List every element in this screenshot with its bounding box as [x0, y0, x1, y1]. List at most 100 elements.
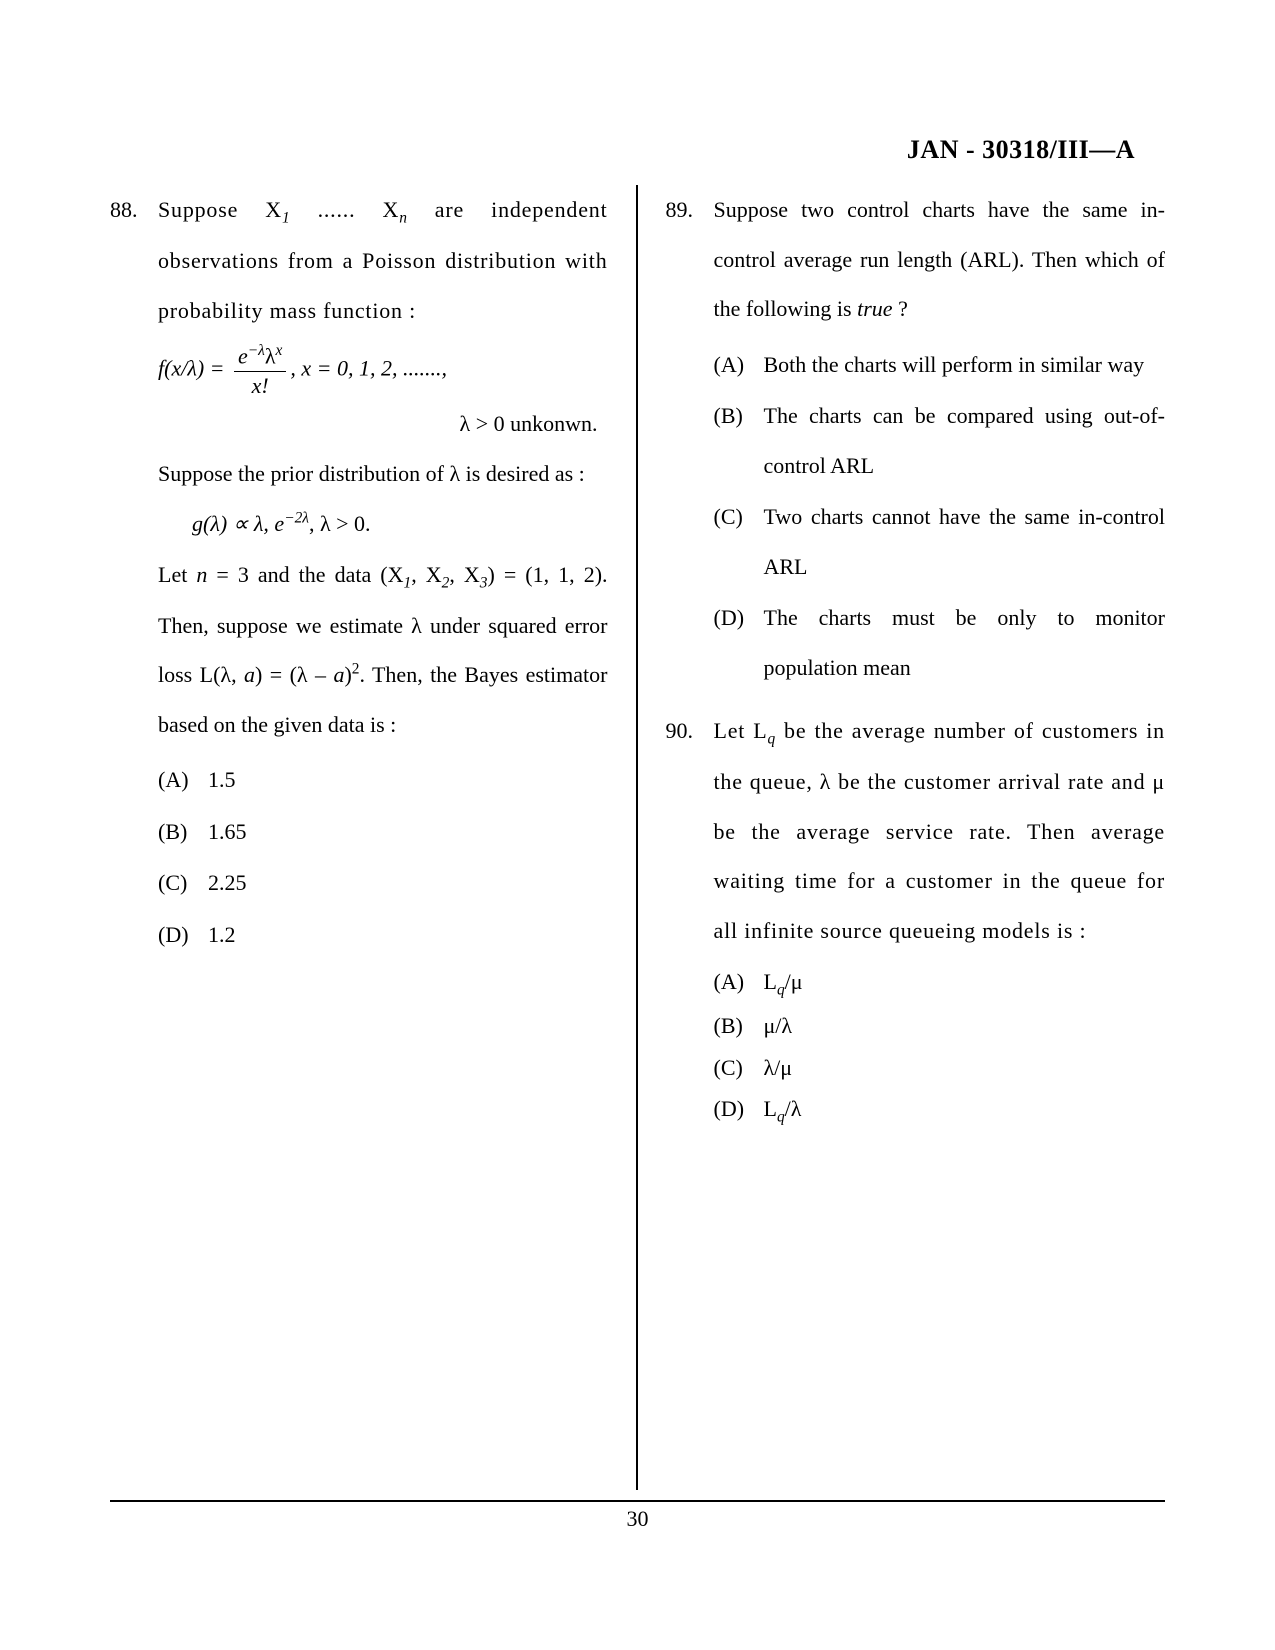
option-text: 2.25: [208, 858, 608, 908]
option-part: /λ: [785, 1096, 802, 1121]
option-part: /μ: [785, 969, 803, 994]
exam-header: JAN - 30318/III—A: [907, 135, 1135, 165]
option-text: λ/μ: [764, 1047, 1166, 1089]
formula-part: g(λ) ∝ λ, e: [192, 511, 284, 536]
question-number: 88.: [110, 185, 158, 961]
stem-italic: true: [857, 296, 892, 321]
option-a: (A) 1.5: [158, 755, 608, 805]
variable-n: n: [196, 562, 207, 587]
bottom-rule: [110, 1500, 1165, 1502]
option-text: μ/λ: [764, 1005, 1166, 1047]
option-part: L: [764, 969, 777, 994]
stem-text: Suppose the prior distribution of λ is d…: [158, 449, 608, 499]
right-column: 89. Suppose two control charts have the …: [638, 185, 1166, 1490]
option-text: Lq/μ: [764, 961, 1166, 1005]
option-text: Both the charts will perform in similar …: [764, 340, 1166, 390]
numerator: e−λλx: [234, 343, 286, 372]
option-label: (A): [158, 755, 208, 805]
question-stem: Suppose X1 ...... Xn are independent obs…: [158, 185, 608, 335]
options-list: (A) Both the charts will perform in simi…: [714, 340, 1166, 693]
option-a: (A) Both the charts will perform in simi…: [714, 340, 1166, 390]
option-text: Lq/λ: [764, 1088, 1166, 1132]
question-number: 89.: [666, 185, 714, 694]
option-text: 1.2: [208, 910, 608, 960]
option-b: (B) μ/λ: [714, 1005, 1166, 1047]
question-90: 90. Let Lq be the average number of cust…: [666, 706, 1166, 1132]
option-c: (C) 2.25: [158, 858, 608, 908]
fraction: e−λλx x!: [234, 343, 286, 398]
superscript: −λ: [248, 342, 265, 359]
content-columns: 88. Suppose X1 ...... Xn are independent…: [110, 185, 1165, 1490]
option-label: (C): [714, 492, 764, 591]
subscript: n: [399, 209, 408, 226]
option-label: (D): [714, 1088, 764, 1132]
stem-text: ): [344, 662, 351, 687]
pmf-formula: f(x/λ) = e−λλx x! , x = 0, 1, 2, .......…: [158, 343, 608, 398]
question-body: Suppose two control charts have the same…: [714, 185, 1166, 694]
prior-formula: g(λ) ∝ λ, e−2λ, λ > 0.: [192, 506, 608, 541]
variable-a: a: [333, 662, 344, 687]
option-text: The charts must be only to monitor popul…: [764, 593, 1166, 692]
subscript: q: [768, 730, 777, 747]
stem-text: , X: [449, 562, 479, 587]
option-b: (B) 1.65: [158, 807, 608, 857]
page: JAN - 30318/III—A 88. Suppose X1 ...... …: [0, 0, 1275, 1650]
option-b: (B) The charts can be compared using out…: [714, 391, 1166, 490]
option-d: (D) Lq/λ: [714, 1088, 1166, 1132]
option-label: (C): [714, 1047, 764, 1089]
stem-text: , X: [411, 562, 441, 587]
option-c: (C) λ/μ: [714, 1047, 1166, 1089]
page-number: 30: [0, 1506, 1275, 1532]
denominator: x!: [234, 372, 286, 398]
option-label: (B): [714, 391, 764, 490]
option-d: (D) 1.2: [158, 910, 608, 960]
formula-tail: , λ > 0.: [309, 511, 371, 536]
question-body: Suppose X1 ...... Xn are independent obs…: [158, 185, 608, 961]
option-text: Two charts cannot have the same in-contr…: [764, 492, 1166, 591]
stem-text: be the average number of customers in th…: [714, 718, 1166, 943]
formula-part: e: [238, 343, 248, 368]
option-part: L: [764, 1096, 777, 1121]
option-text: 1.5: [208, 755, 608, 805]
question-stem: Let Lq be the average number of customer…: [714, 706, 1166, 955]
superscript: −2λ: [284, 510, 309, 527]
option-label: (A): [714, 340, 764, 390]
stem-text: Let L: [714, 718, 768, 743]
option-text: The charts can be compared using out-of-…: [764, 391, 1166, 490]
pmf-condition: λ > 0 unkonwn.: [158, 406, 598, 441]
options-list: (A) Lq/μ (B) μ/λ (C) λ/μ: [714, 961, 1166, 1132]
question-body: Let Lq be the average number of customer…: [714, 706, 1166, 1132]
stem-text: Suppose X: [158, 197, 282, 222]
question-89: 89. Suppose two control charts have the …: [666, 185, 1166, 694]
question-88: 88. Suppose X1 ...... Xn are independent…: [110, 185, 608, 961]
formula-lhs: f(x/λ) =: [158, 355, 230, 380]
left-column: 88. Suppose X1 ...... Xn are independent…: [110, 185, 638, 1490]
option-label: (D): [158, 910, 208, 960]
subscript: q: [777, 1109, 785, 1126]
stem-text: ?: [893, 296, 908, 321]
option-label: (D): [714, 593, 764, 692]
superscript: x: [276, 342, 283, 359]
option-c: (C) Two charts cannot have the same in-c…: [714, 492, 1166, 591]
option-label: (B): [714, 1005, 764, 1047]
question-stem: Suppose two control charts have the same…: [714, 185, 1166, 334]
stem-text: Let: [158, 562, 196, 587]
option-label: (C): [158, 858, 208, 908]
option-d: (D) The charts must be only to monitor p…: [714, 593, 1166, 692]
option-label: (A): [714, 961, 764, 1005]
stem-paragraph: Let n = 3 and the data (X1, X2, X3) = (1…: [158, 550, 608, 750]
question-number: 90.: [666, 706, 714, 1132]
stem-text: ...... X: [290, 197, 399, 222]
options-list: (A) 1.5 (B) 1.65 (C) 2.25 (D): [158, 755, 608, 959]
option-text: 1.65: [208, 807, 608, 857]
stem-text: Suppose two control charts have the same…: [714, 197, 1166, 321]
option-label: (B): [158, 807, 208, 857]
variable-a: a: [244, 662, 255, 687]
formula-part: λ: [265, 343, 276, 368]
subscript: q: [777, 981, 785, 998]
stem-text: = 3 and the data (X: [207, 562, 403, 587]
stem-text: ) = (λ –: [255, 662, 333, 687]
formula-text: λ > 0 unkonwn.: [460, 411, 598, 436]
formula-tail: , x = 0, 1, 2, .......,: [290, 355, 447, 380]
option-a: (A) Lq/μ: [714, 961, 1166, 1005]
